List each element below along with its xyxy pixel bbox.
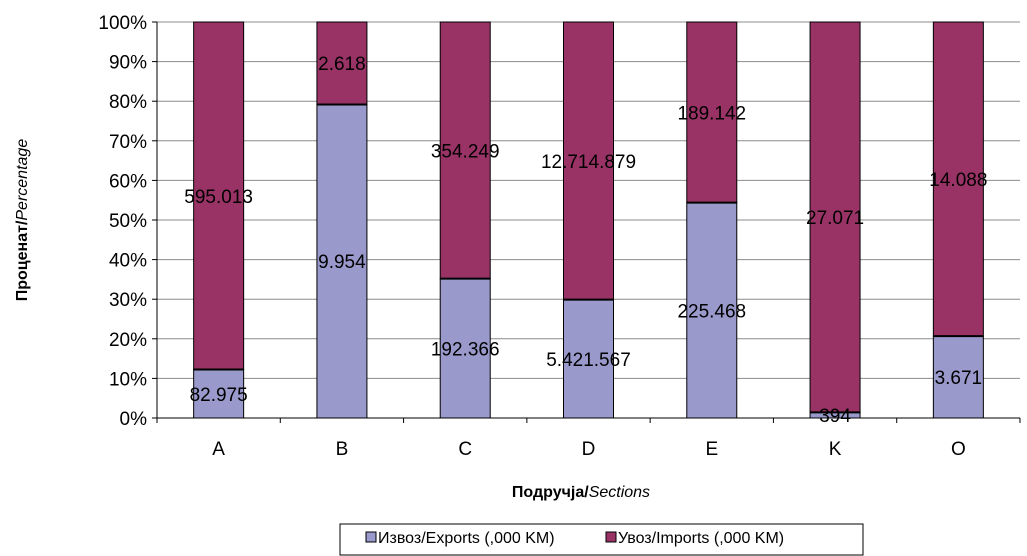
x-tick-label: B	[336, 439, 349, 460]
data-label-imports-O: 14.088	[929, 170, 987, 191]
x-axis-title-italic: Sections	[589, 484, 650, 501]
y-axis-title-italic: Percentage	[14, 139, 31, 221]
y-tick-label: 20%	[109, 330, 147, 351]
data-label-imports-A: 595.013	[184, 187, 253, 208]
data-labels: 82.975 595.013 9.954 2.618 192.366 354.249 5.4…	[184, 54, 987, 427]
bar-exports-E	[686, 202, 738, 419]
data-label-exports-K: 394	[819, 406, 851, 427]
bar-exports-O	[932, 335, 984, 419]
data-label-exports-E: 225.468	[677, 301, 746, 322]
y-tick-label: 10%	[109, 369, 147, 390]
y-axis-title: Проценат/Percentage	[14, 139, 31, 302]
x-axis-title-bold: Подручја/	[512, 484, 589, 501]
data-label-exports-C: 192.366	[431, 339, 500, 360]
legend-box	[339, 523, 864, 556]
y-tick-label: 60%	[109, 171, 147, 192]
bar-imports-B	[316, 21, 368, 105]
x-tick-label: O	[951, 439, 966, 460]
data-label-exports-A: 82.975	[190, 385, 248, 406]
y-tick-label: 70%	[109, 132, 147, 153]
bar-exports-D	[563, 299, 614, 419]
x-tick-label: D	[582, 439, 596, 460]
x-tick-label: C	[458, 439, 472, 460]
legend-label-imports: Увоз/Imports (,000 KM)	[618, 530, 784, 547]
bar-imports-E	[686, 21, 738, 204]
y-tick-label: 80%	[109, 92, 147, 113]
y-tick-label: 0%	[120, 409, 148, 430]
data-label-exports-B: 9.954	[318, 252, 366, 273]
data-label-imports-K: 27.071	[806, 208, 864, 229]
bar-imports-K	[809, 21, 861, 413]
legend-swatch-exports	[365, 531, 377, 543]
y-tick-label: 30%	[109, 290, 147, 311]
data-label-exports-D: 5.421.567	[546, 350, 631, 371]
x-tick-label: E	[705, 439, 718, 460]
data-label-imports-D: 12.714.879	[541, 152, 636, 173]
data-label-exports-O: 3.671	[935, 368, 983, 389]
bar-exports-B	[316, 103, 368, 419]
data-label-imports-E: 189.142	[677, 103, 746, 124]
legend-swatch-imports	[605, 531, 617, 543]
bar-imports-O	[932, 21, 984, 337]
bars	[193, 21, 984, 419]
data-label-imports-C: 354.249	[431, 141, 500, 162]
legend: Извоз/Exports (,000 KM) Увоз/Imports (,0…	[339, 523, 864, 556]
y-tick-label: 100%	[98, 13, 147, 34]
x-tick-label: A	[212, 439, 225, 460]
y-tick-label: 90%	[109, 53, 147, 74]
data-label-imports-B: 2.618	[318, 54, 366, 75]
y-tick-label: 50%	[109, 211, 147, 232]
x-axis-title: Подручја/Sections	[512, 484, 650, 501]
y-axis-title-bold: Проценат/	[14, 220, 31, 301]
y-tick-labels: 0% 10% 20% 30% 40% 50% 60% 70% 80% 90% 100%	[98, 13, 157, 430]
legend-label-exports: Извоз/Exports (,000 KM)	[378, 530, 555, 547]
bar-imports-D	[563, 21, 614, 301]
bar-imports-A	[193, 21, 245, 371]
y-tick-label: 40%	[109, 251, 147, 272]
x-tick-label: K	[829, 439, 842, 460]
